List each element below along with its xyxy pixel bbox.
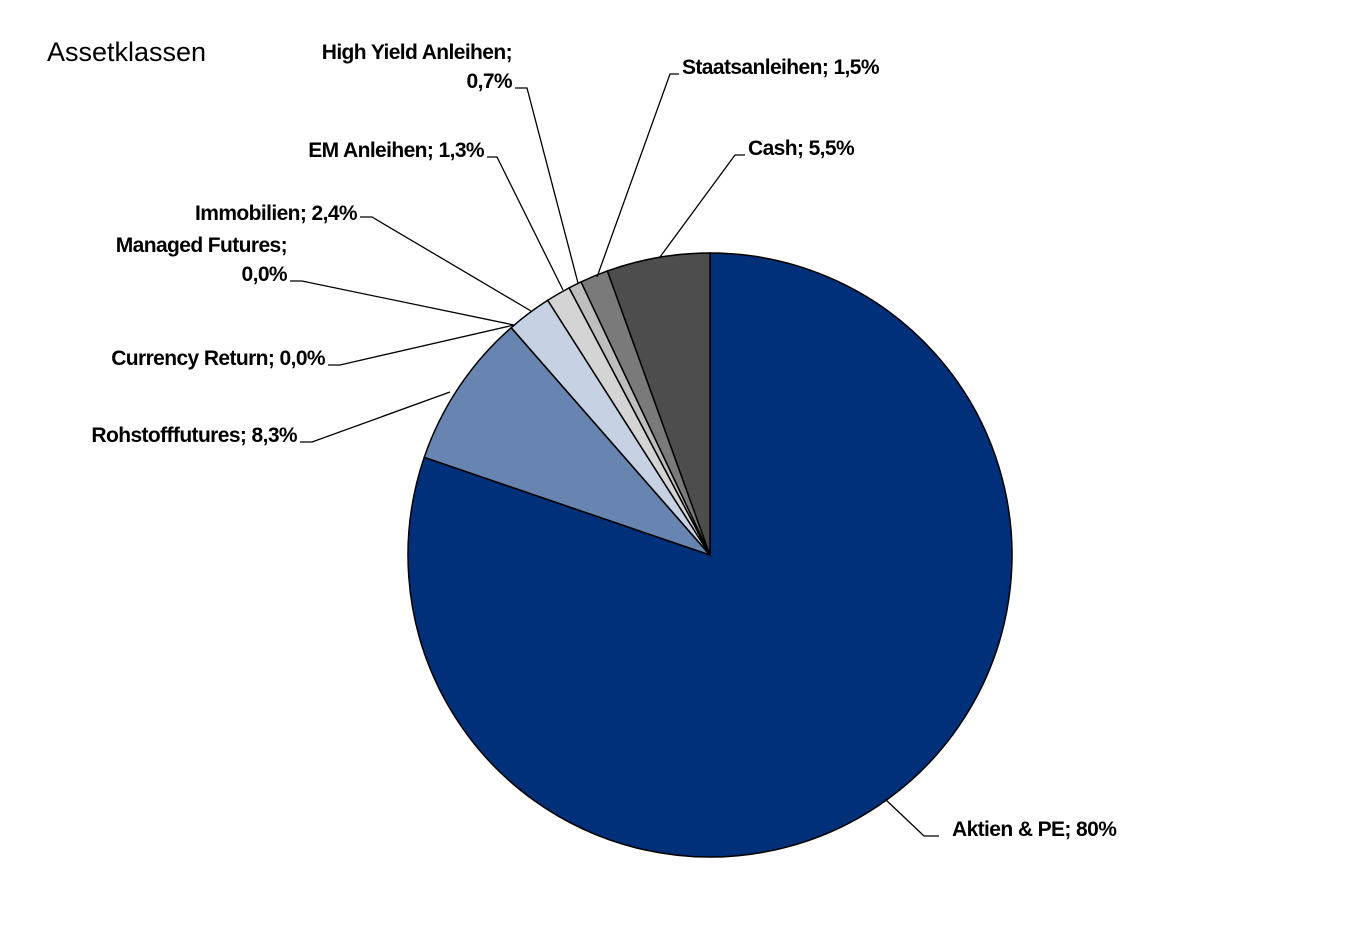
leader-line-cash (659, 154, 745, 258)
slice-label-rohstoff: Rohstofffutures; 8,3% (91, 424, 298, 447)
slice-label-managed-line-1: Managed Futures; (116, 234, 287, 257)
slice-labels: Aktien & PE; 80% Rohstofffutures; 8,3% Cur… (91, 41, 1117, 841)
leader-line-managed (290, 280, 515, 326)
leader-line-currency (328, 324, 515, 366)
pie-slice-cash (606, 252, 711, 556)
slice-label-immobilien: Immobilien; 2,4% (195, 202, 358, 225)
slice-label-em: EM Anleihen; 1,3% (308, 139, 485, 162)
slice-label-managed-line-2: 0,0% (242, 263, 288, 286)
slice-label-cash: Cash; 5,5% (748, 137, 855, 160)
leader-line-aktien (884, 798, 939, 837)
slice-label-hy-line-2: 0,7% (467, 70, 513, 93)
leader-line-em (487, 156, 564, 291)
leader-line-staat (596, 73, 679, 278)
pie-slice-rohstoff (423, 326, 713, 557)
pie-slices (407, 252, 1013, 858)
slice-label-aktien: Aktien & PE; 80% (952, 818, 1117, 841)
slice-label-hy-line-1: High Yield Anleihen; (322, 41, 512, 64)
slice-label-currency: Currency Return; 0,0% (111, 347, 326, 370)
slice-label-staat: Staatsanleihen; 1,5% (682, 56, 880, 79)
leader-line-immobilien (360, 216, 532, 312)
chart-title: Assetklassen (47, 37, 206, 67)
label-leader-lines (290, 73, 939, 837)
leader-line-hy (515, 87, 579, 284)
leader-line-rohstoff (300, 391, 451, 443)
